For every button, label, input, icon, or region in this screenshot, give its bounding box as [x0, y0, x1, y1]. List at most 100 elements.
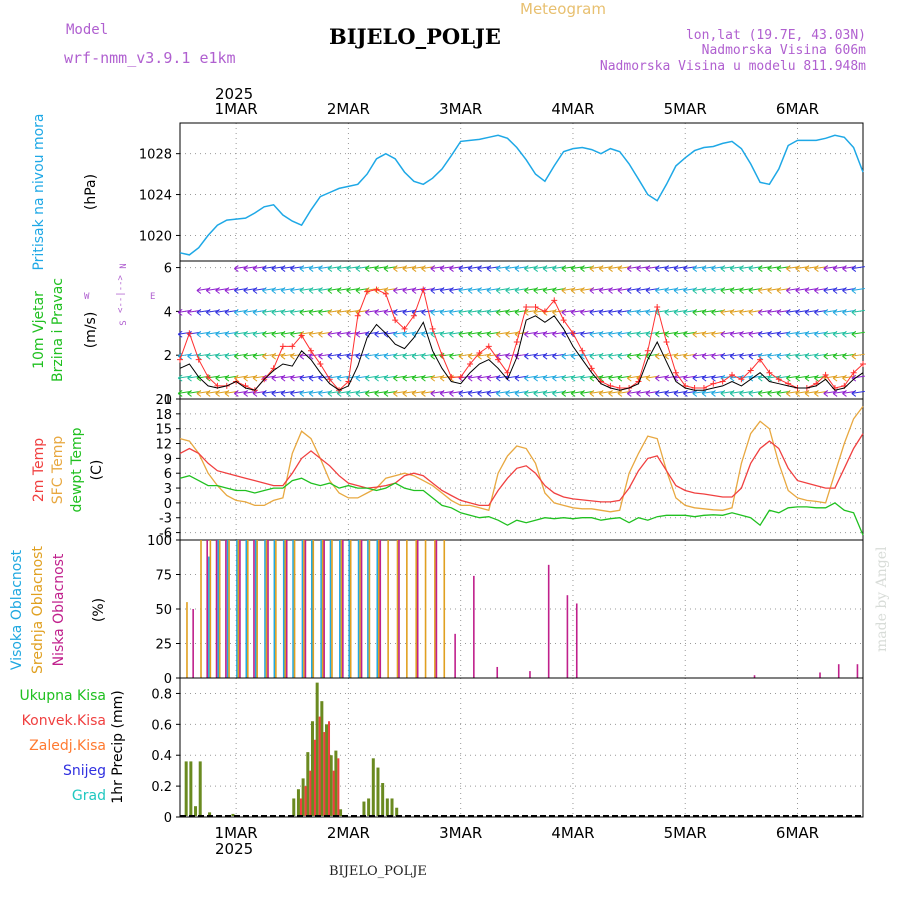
- tick-label: 0: [164, 672, 172, 687]
- cloud-high-bar: [292, 540, 294, 678]
- pressure-panel: Pritisak na nivou mora (hPa) 10201024102…: [31, 113, 864, 271]
- precip-conv-bar: [328, 721, 331, 816]
- precip-total-bar: [385, 798, 389, 816]
- cloud-low-bar: [360, 540, 363, 678]
- gust-marker: [710, 380, 717, 387]
- cloud-mid-bar: [246, 540, 249, 678]
- tick-label: 50: [155, 603, 172, 618]
- cloud-mid-bar: [265, 540, 268, 678]
- dewpoint-line: [179, 475, 864, 536]
- gust-marker: [401, 325, 408, 332]
- top-day-label: 4MAR: [551, 100, 594, 118]
- tick-label: 0: [164, 811, 172, 826]
- gust-marker: [317, 360, 324, 367]
- precip-total-bar: [184, 761, 188, 816]
- model-elevation-text: Nadmorska Visina u modelu 811.948m: [600, 59, 866, 74]
- precip-legend-frz: Zaledj.Kisa: [29, 738, 106, 754]
- precip-total-bar: [362, 801, 366, 816]
- cloud-mid-bar: [396, 540, 399, 678]
- bottom-day-label: 3MAR: [439, 824, 482, 842]
- gust-marker: [663, 339, 670, 346]
- top-day-label: 1MAR: [215, 100, 258, 118]
- cloud-mid-bar: [218, 540, 221, 678]
- cloud-mid-bar: [275, 540, 277, 678]
- gust-marker: [420, 286, 427, 293]
- precip-conv-bar: [337, 758, 340, 816]
- gust-marker: [326, 376, 333, 383]
- gust-marker: [307, 347, 314, 354]
- tick-label: 0.4: [151, 749, 172, 764]
- gust-marker: [560, 317, 567, 324]
- grid-lines: [180, 123, 863, 818]
- cloud-high-bar: [273, 540, 276, 678]
- precip-total-bar: [334, 750, 338, 816]
- cloud-low-bar: [819, 672, 821, 678]
- cloud-high-bar: [208, 556, 210, 678]
- tick-label: 9: [164, 452, 172, 467]
- wind-arrow: [197, 266, 210, 272]
- gust-marker: [186, 330, 193, 337]
- compass-arrows: <--|-->: [116, 274, 126, 313]
- gust-marker: [504, 369, 511, 376]
- lonlat-text: lon,lat (19.7E, 43.03N): [686, 28, 866, 43]
- precip-legend-total: Ukupna Kisa: [19, 688, 106, 704]
- cloud-low-bar: [285, 540, 288, 678]
- cloud-mid-bar: [303, 540, 305, 678]
- cloud-high-bar: [339, 540, 341, 678]
- wind-label-1: 10m Vjetar: [31, 291, 47, 369]
- cloud-low-bar: [753, 675, 756, 678]
- wind-arrow: [851, 352, 865, 360]
- cloud-label-high: Visoka Oblacnost: [9, 549, 25, 670]
- top-day-label: 6MAR: [776, 100, 819, 118]
- bottom-year-label: 2025: [215, 840, 253, 858]
- cloud-label-mid: Srednja Oblacnost: [30, 546, 46, 674]
- cloud-low-bar: [206, 540, 208, 678]
- wind-arrow: [216, 266, 229, 272]
- cloud-low-bar: [454, 633, 456, 678]
- cloud-low-bar: [575, 603, 578, 678]
- precip-total-bar: [395, 807, 399, 816]
- tick-label: 100: [147, 534, 172, 549]
- top-day-label: 5MAR: [664, 100, 707, 118]
- tick-label: 2: [164, 349, 172, 364]
- cloud-low-bar: [496, 666, 499, 678]
- tick-label: 0.6: [151, 718, 172, 733]
- precip-unit: 1hr Precip (mm): [110, 690, 126, 803]
- gust-marker: [448, 374, 455, 381]
- cloud-high-bar: [245, 540, 248, 678]
- temp-label-2m: 2m Temp: [31, 438, 47, 502]
- precip-total-bar: [198, 761, 202, 816]
- compass-east: E: [150, 292, 155, 302]
- cloud-low-bar: [215, 540, 218, 678]
- cloud-low-bar: [239, 540, 241, 678]
- cloud-mid-bar: [349, 540, 352, 678]
- gust-marker: [532, 304, 539, 310]
- precip-total-bar: [325, 724, 329, 816]
- tick-label: 1028: [139, 148, 172, 163]
- cloud-high-bar: [357, 540, 360, 678]
- cloud-low-bar: [566, 595, 569, 678]
- wind-arrow: [851, 330, 865, 338]
- gust-marker: [747, 367, 754, 374]
- gust-marker: [410, 312, 417, 319]
- cloud-high-bar: [348, 540, 351, 678]
- gust-marker: [495, 356, 502, 363]
- wind-panel: 10m Vjetar Brzina i Pravac (m/s) W E <--…: [31, 260, 866, 408]
- precip-total-bar: [194, 806, 198, 816]
- gust-marker: [523, 304, 530, 310]
- tick-label: 25: [155, 638, 172, 653]
- gust-marker: [467, 360, 474, 367]
- cloud-mid-bar: [284, 540, 287, 678]
- temp-unit: (C): [89, 460, 105, 481]
- gust-marker: [364, 288, 371, 295]
- cloud-mid-bar: [340, 540, 343, 678]
- top-day-labels: 1MAR 2MAR 3MAR 4MAR 5MAR 6MAR: [215, 100, 820, 118]
- cloud-low-bar: [398, 540, 400, 678]
- bottom-day-label: 4MAR: [551, 824, 594, 842]
- cloud-mid-bar: [387, 540, 389, 678]
- cloud-low-bar: [267, 540, 269, 678]
- precip-total-bar: [381, 783, 385, 816]
- cloud-ticks: 0 25 50 75 100: [147, 534, 180, 687]
- gust-marker: [177, 356, 183, 363]
